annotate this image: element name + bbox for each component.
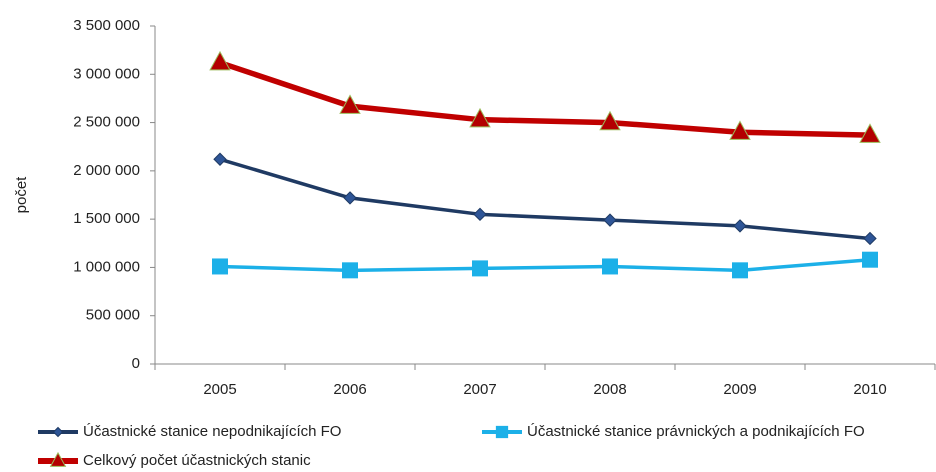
x-tick-label: 2009 xyxy=(723,381,756,398)
y-tick-label: 3 500 000 xyxy=(73,17,140,34)
x-tick-label: 2006 xyxy=(333,381,366,398)
y-axis-label: počet xyxy=(13,176,30,214)
marker xyxy=(859,123,881,143)
marker xyxy=(732,262,748,279)
marker xyxy=(469,107,491,128)
y-tick-label: 2 000 000 xyxy=(73,162,140,179)
marker xyxy=(472,260,488,277)
marker xyxy=(863,231,877,246)
x-tick-label: 2008 xyxy=(593,381,626,398)
legend-label: Účastnické stanice nepodnikajících FO xyxy=(83,423,341,440)
marker xyxy=(473,207,487,222)
x-tick-label: 2010 xyxy=(853,381,886,398)
series-line xyxy=(219,157,871,241)
legend-label: Účastnické stanice právnických a podnika… xyxy=(527,423,865,440)
marker xyxy=(209,50,231,71)
marker xyxy=(862,251,878,268)
marker xyxy=(49,451,67,467)
y-tick-label: 1 500 000 xyxy=(73,210,140,227)
y-tick-label: 1 000 000 xyxy=(73,258,140,275)
series-line xyxy=(219,257,871,273)
marker xyxy=(495,425,509,439)
marker xyxy=(342,262,358,279)
marker xyxy=(343,191,357,205)
series-line xyxy=(219,60,871,138)
y-tick-label: 3 000 000 xyxy=(73,65,140,82)
x-tick-label: 2005 xyxy=(203,381,236,398)
marker xyxy=(52,426,64,438)
marker xyxy=(729,120,751,140)
x-tick-label: 2007 xyxy=(463,381,496,398)
marker xyxy=(339,94,361,114)
marker xyxy=(213,152,227,166)
marker xyxy=(212,258,228,275)
marker xyxy=(733,219,747,233)
marker xyxy=(602,258,618,275)
marker xyxy=(603,213,617,227)
marker xyxy=(599,110,621,131)
legend-label: Celkový počet účastnických stanic xyxy=(83,452,311,469)
y-tick-label: 500 000 xyxy=(86,307,140,324)
y-tick-label: 0 xyxy=(132,355,140,372)
y-tick-label: 2 500 000 xyxy=(73,114,140,131)
